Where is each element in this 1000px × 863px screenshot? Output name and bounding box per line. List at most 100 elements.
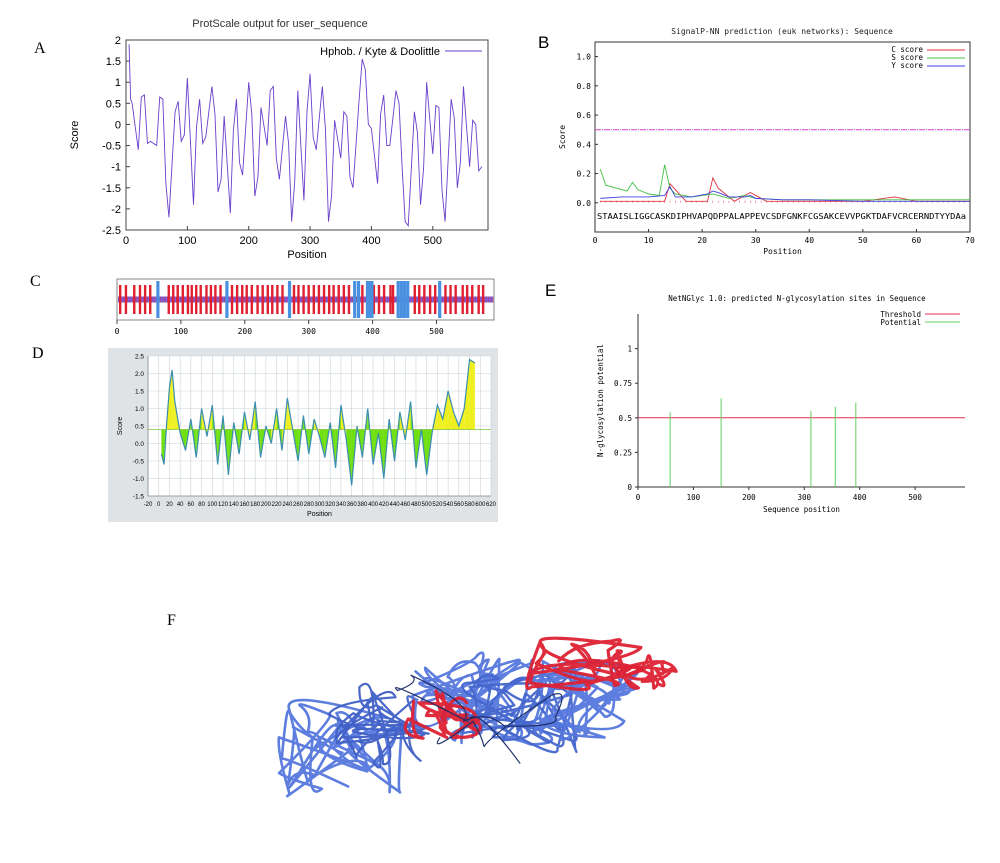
chart-d-xlabel: Position: [307, 511, 332, 518]
chart-c-red-bar: [372, 285, 376, 314]
chart-e-ytick-label: 0.5: [618, 414, 632, 423]
chart-d-xtick-label: 380: [357, 502, 368, 508]
chart-c-red-bar: [307, 285, 310, 314]
ribbon-strand: [403, 689, 482, 740]
chart-c-red-bar: [199, 285, 202, 314]
chart-d-xtick-label: 200: [261, 502, 272, 508]
chart-e-ytick-label: 0: [627, 483, 632, 492]
chart-c-blue-bar: [396, 281, 400, 318]
chart-c-red-bar: [428, 285, 432, 314]
chart-d-xtick-label: 60: [188, 502, 195, 508]
chart-c-red-bar: [181, 285, 185, 314]
chart-a-frame: [125, 39, 489, 231]
chart-e-xtick-label: 400: [853, 493, 867, 502]
chart-b-xtick-label: 10: [644, 236, 654, 245]
chart-c-red-bar: [256, 285, 259, 314]
chart-b-series-s-score: [599, 164, 970, 201]
protein-3d-structure: [277, 636, 678, 798]
chart-b-xlabel: Position: [763, 247, 802, 256]
ribbon-strand: [614, 654, 678, 690]
chart-d-xtick-label: 480: [411, 502, 422, 508]
chart-c-red-bar: [138, 285, 142, 314]
chart-a-ytick-label: 1.5: [106, 56, 121, 68]
chart-c-blue-bar: [287, 281, 292, 318]
chart-e-xlabel: Sequence position: [763, 505, 840, 514]
chart-b-series-c-score: [600, 176, 970, 202]
chart-c-red-bar: [205, 285, 208, 314]
chart-d-ytick-label: -1.0: [133, 476, 145, 483]
chart-a-xtick-label: 500: [424, 235, 442, 247]
chart-c-red-bar: [389, 285, 392, 314]
chart-d-xtick-label: 360: [347, 502, 358, 508]
chart-c-red-bar: [297, 285, 300, 314]
chart-b-legend-label: Y score: [891, 61, 923, 70]
chart-b-ytick-label: 0.6: [577, 111, 592, 120]
chart-c-red-bar: [235, 285, 239, 314]
chart-c-red-bar: [118, 285, 122, 314]
chart-b-series-y-score: [600, 185, 970, 202]
chart-c-xtick-label: 200: [238, 327, 253, 336]
chart-d-xtick-label: 580: [465, 502, 476, 508]
chart-c-red-bar: [391, 285, 395, 314]
chart-a-legend-label: Hphob. / Kyte & Doolittle: [320, 46, 440, 58]
chart-d-xtick-label: 0: [157, 502, 161, 508]
chart-c-red-bar: [133, 285, 136, 314]
chart-c-red-bar: [266, 285, 269, 314]
chart-c-red-bar: [461, 285, 464, 314]
chart-d-ytick-label: -1.5: [133, 494, 145, 501]
chart-d-area-segment: [469, 359, 475, 430]
chart-d-xtick-label: 40: [177, 502, 184, 508]
chart-c-red-bar: [342, 285, 346, 314]
chart-a-ytick-label: -0.5: [102, 141, 121, 153]
ribbon-strand: [327, 682, 430, 769]
chart-d-xtick-label: 560: [454, 502, 465, 508]
chart-c-red-bar: [186, 285, 190, 314]
chart-d-xtick-label: 300: [314, 502, 325, 508]
chart-d-xtick-label: 220: [272, 502, 283, 508]
chart-c-red-bar: [292, 285, 296, 314]
chart-b-title: SignalP-NN prediction (euk networks): Se…: [671, 27, 893, 36]
chart-b-legend-label: S score: [891, 53, 923, 62]
ribbon-strand: [525, 636, 644, 691]
chart-a-hydrophobicity: ProtScale output for user_sequence21.510…: [69, 18, 489, 261]
chart-d-score-line: [160, 358, 476, 486]
chart-d-xtick-label: 20: [166, 502, 173, 508]
chart-c-red-bar: [209, 285, 213, 314]
chart-a-xtick-label: 300: [301, 235, 319, 247]
chart-c-domain-bar: 0 100 200 300 400 500: [115, 278, 495, 336]
chart-d-xtick-label: 340: [336, 502, 347, 508]
chart-c-xtick-label: 100: [174, 327, 189, 336]
chart-c-red-bar: [176, 285, 179, 314]
chart-d-xtick-label: 420: [379, 502, 390, 508]
chart-c-backbone-band: [118, 296, 493, 303]
chart-c-blue-bar: [156, 281, 160, 318]
panel-letter-e: E: [545, 281, 557, 300]
chart-a-ytick-label: -1.5: [102, 183, 121, 195]
chart-a-xtick-label: 0: [123, 235, 129, 247]
chart-c-red-bar: [261, 285, 264, 314]
chart-c-red-bar: [312, 285, 316, 314]
chart-c-red-bar: [195, 285, 198, 314]
chart-e-ylabel: N-glycosylation potential: [596, 344, 605, 457]
chart-a-xlabel: Position: [287, 249, 326, 261]
chart-c-red-bar: [434, 285, 437, 314]
chart-c-red-bar: [423, 285, 426, 314]
chart-d-xtick-label: 620: [486, 502, 497, 508]
chart-c-blue-bar: [368, 281, 372, 318]
chart-c-red-bar: [382, 285, 386, 314]
chart-d-ylabel: Score: [117, 417, 124, 435]
chart-b-xtick-label: 70: [965, 236, 975, 245]
chart-d-xtick-label: 440: [390, 502, 401, 508]
chart-a-ytick-label: -1: [111, 162, 121, 174]
chart-d-xtick-label: 80: [198, 502, 205, 508]
chart-e-xtick-label: 500: [908, 493, 922, 502]
chart-c-blue-bar: [438, 281, 442, 318]
chart-a-ytick-label: 0.5: [106, 98, 121, 110]
chart-b-xtick-label: 40: [804, 236, 814, 245]
chart-c-blue-bar: [356, 281, 361, 318]
chart-b-ytick-label: 1.0: [577, 53, 592, 62]
chart-c-red-bar: [214, 285, 217, 314]
chart-b-ytick-label: 0.8: [577, 82, 592, 91]
chart-c-red-bar: [172, 285, 175, 314]
chart-a-xtick-label: 400: [362, 235, 380, 247]
